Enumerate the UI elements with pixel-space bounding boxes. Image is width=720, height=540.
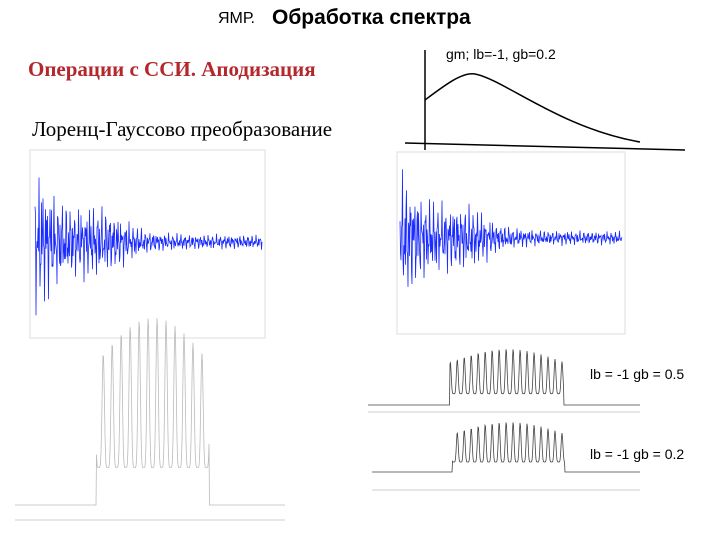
spectrum	[15, 318, 285, 506]
header-title: Обработка спектра	[272, 6, 471, 29]
fid	[399, 169, 623, 287]
axis	[404, 142, 686, 151]
fid-frame	[396, 151, 626, 335]
subtitle: Операции с ССИ. Аподизация	[28, 57, 316, 81]
header-prefix: ЯМР.	[218, 10, 255, 27]
window-curve	[424, 73, 641, 143]
fid	[34, 177, 263, 316]
window-label: gm; lb=-1, gb=0.2	[446, 46, 556, 62]
section-title: Лоренц-Гауссово преобразование	[32, 117, 333, 141]
fid-frame	[29, 149, 266, 339]
scale-line	[15, 411, 640, 521]
spectrum-label: lb = -1 gb = 0.5	[590, 366, 685, 382]
spectrum-label: lb = -1 gb = 0.2	[590, 446, 685, 462]
